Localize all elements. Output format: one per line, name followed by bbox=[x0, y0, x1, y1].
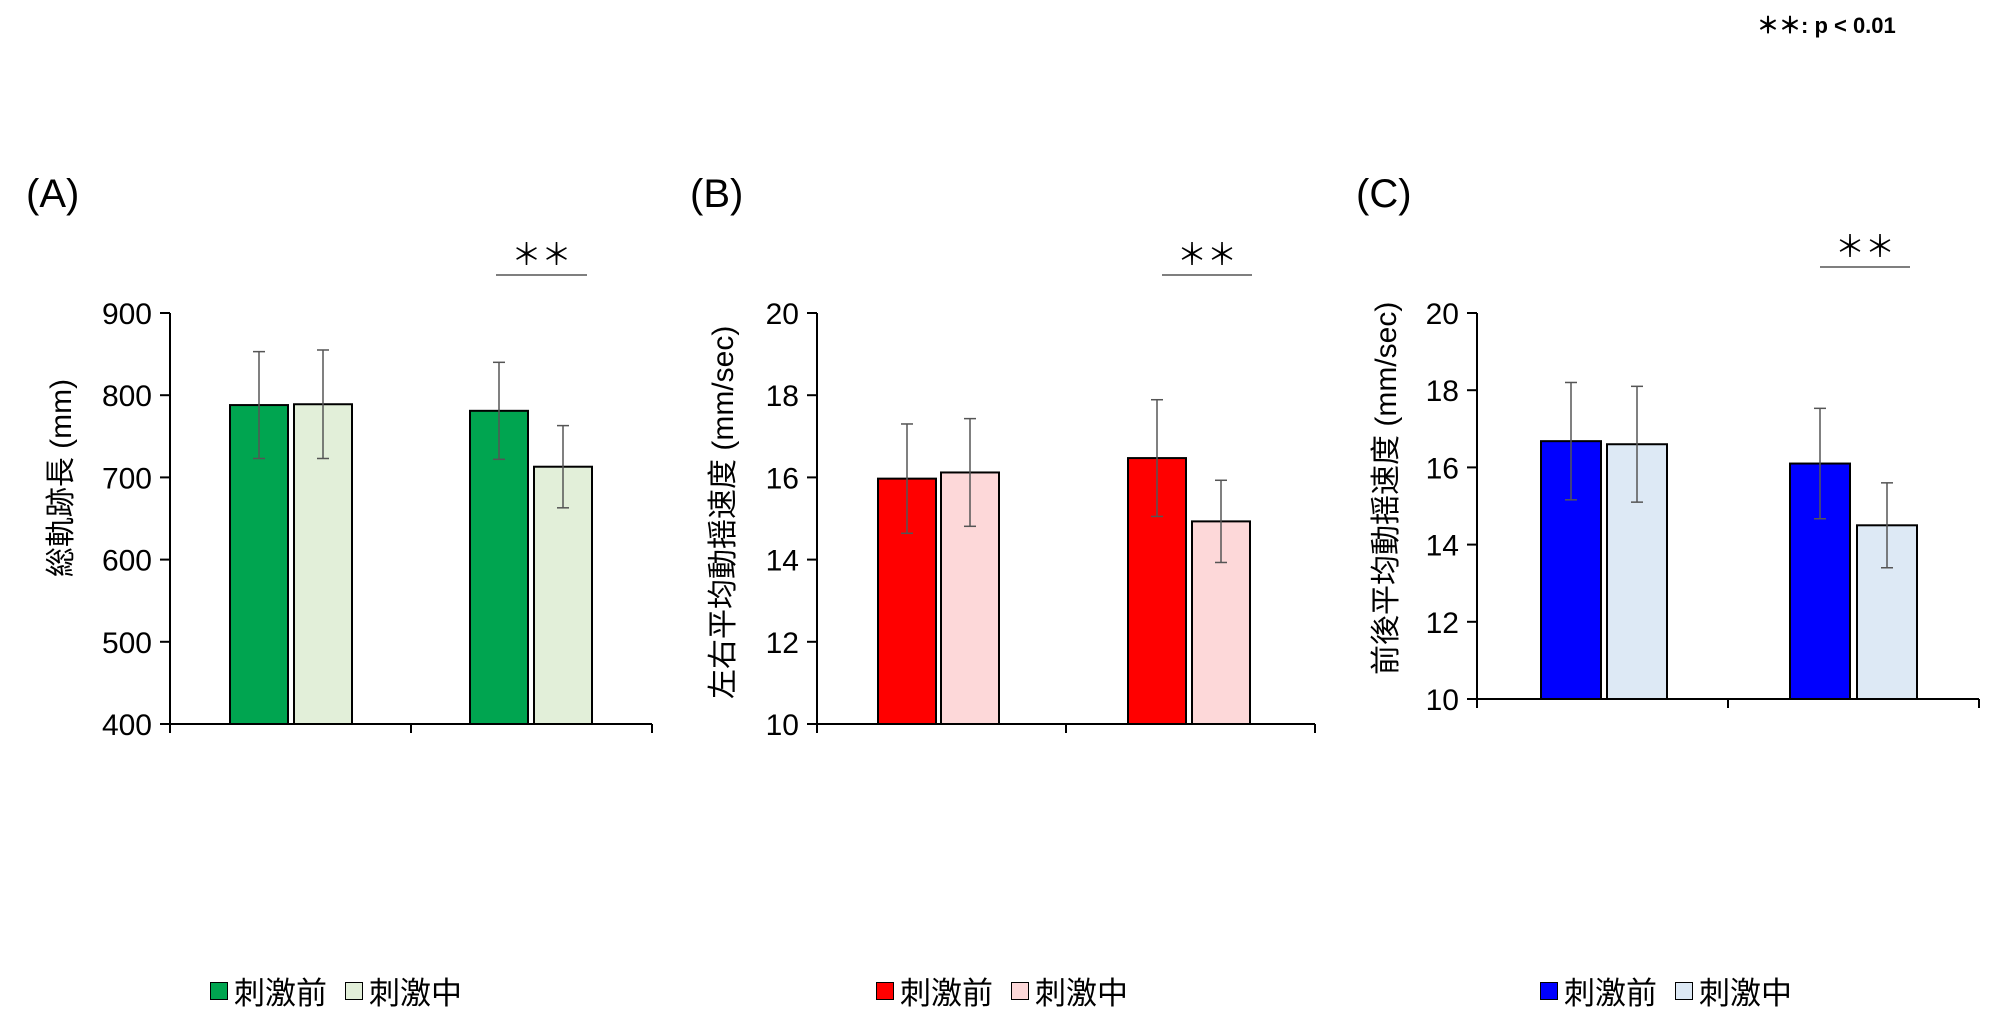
y-tick-label: 20 bbox=[1426, 298, 1459, 331]
legend-swatch-icon bbox=[1011, 981, 1029, 1000]
legend-swatch-icon bbox=[345, 981, 363, 1000]
significance-marker: ＊＊ bbox=[512, 239, 572, 272]
y-tick-label: 20 bbox=[766, 298, 799, 331]
legend-swatch-icon bbox=[1675, 981, 1693, 1000]
legend-swatch-icon bbox=[1540, 981, 1558, 1000]
y-tick-label: 18 bbox=[766, 380, 799, 413]
panel-label-c: (C) bbox=[1356, 172, 1412, 216]
y-tick-label: 400 bbox=[102, 709, 152, 742]
y-tick-label: 500 bbox=[102, 627, 152, 660]
legend-item-c-1: 刺激前 bbox=[1540, 968, 1657, 1013]
y-tick-label: 800 bbox=[102, 380, 152, 413]
panel-label-b: (B) bbox=[690, 172, 744, 216]
legend-label: 刺激中 bbox=[1699, 976, 1792, 1011]
legend-item-c-2: 刺激中 bbox=[1675, 968, 1792, 1013]
legend-swatch-icon bbox=[876, 981, 894, 1000]
y-tick-label: 600 bbox=[102, 545, 152, 578]
bar bbox=[469, 409, 529, 725]
legend-label: 刺激前 bbox=[234, 976, 327, 1011]
y-tick-label: 12 bbox=[1426, 607, 1459, 640]
significance-marker: ＊＊ bbox=[1835, 231, 1895, 264]
legend-a: 刺激前 刺激中 bbox=[210, 968, 462, 1013]
significance-note: ＊＊: p < 0.01 bbox=[1757, 13, 1896, 38]
legend-swatch-icon bbox=[210, 981, 228, 1000]
panel-label-a: (A) bbox=[26, 172, 80, 216]
legend-item-b-2: 刺激中 bbox=[1011, 968, 1128, 1013]
legend-item-a-2: 刺激中 bbox=[345, 968, 462, 1013]
y-tick-label: 18 bbox=[1426, 375, 1459, 408]
legend-item-b-1: 刺激前 bbox=[876, 968, 993, 1013]
y-tick-label: 10 bbox=[1426, 684, 1459, 717]
y-tick-label: 14 bbox=[766, 545, 799, 578]
legend-label: 刺激中 bbox=[369, 976, 462, 1011]
legend-label: 刺激前 bbox=[900, 976, 993, 1011]
y-tick-label: 16 bbox=[1426, 452, 1459, 485]
y-tick-label: 10 bbox=[766, 709, 799, 742]
y-tick-label: 14 bbox=[1426, 530, 1459, 563]
legend-label: 刺激前 bbox=[1564, 976, 1657, 1011]
significance-marker: ＊＊ bbox=[1177, 239, 1237, 272]
y-tick-label: 700 bbox=[102, 462, 152, 495]
y-tick-label: 900 bbox=[102, 298, 152, 331]
legend-c: 刺激前 刺激中 bbox=[1540, 968, 1792, 1013]
y-tick-label: 12 bbox=[766, 627, 799, 660]
y-tick-label: 16 bbox=[766, 462, 799, 495]
legend-item-a-1: 刺激前 bbox=[210, 968, 327, 1013]
legend-label: 刺激中 bbox=[1035, 976, 1128, 1011]
bar bbox=[533, 465, 593, 725]
legend-b: 刺激前 刺激中 bbox=[876, 968, 1128, 1013]
